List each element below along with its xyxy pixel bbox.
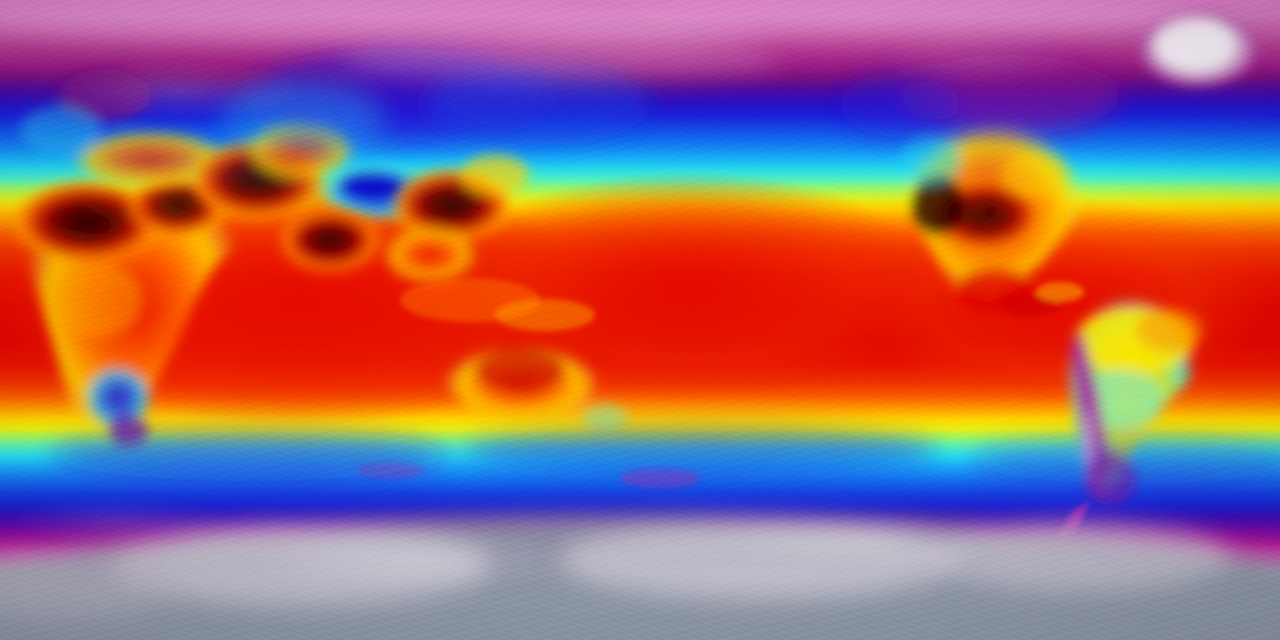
region-central-america xyxy=(1000,282,1084,317)
arctic-haze-bands xyxy=(0,0,1200,80)
region-east-south-asia xyxy=(278,155,529,285)
region-africa xyxy=(10,168,250,446)
region-north-america xyxy=(900,120,1085,312)
region-greenland xyxy=(1136,8,1260,88)
region-canada-arctic xyxy=(840,55,1120,137)
region-antarctica xyxy=(0,515,1280,640)
region-europe xyxy=(20,69,230,190)
region-southeast-asia xyxy=(400,278,595,331)
southern-ocean-storm-bands xyxy=(50,426,1280,484)
region-australia xyxy=(442,345,627,432)
